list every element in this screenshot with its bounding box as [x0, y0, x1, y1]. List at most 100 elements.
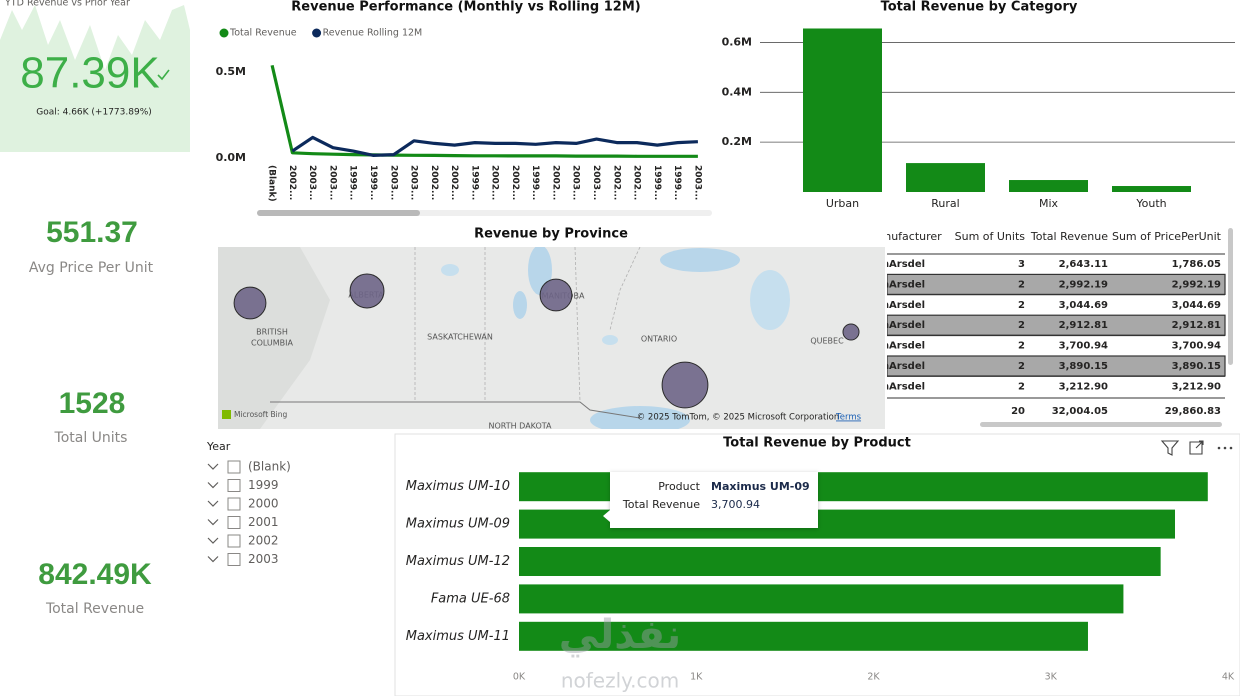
table-cell: 3,212.90: [1172, 381, 1221, 392]
checkbox[interactable]: [227, 460, 241, 474]
x-tick-label: 1999...: [652, 165, 662, 200]
map-bubble[interactable]: [661, 361, 709, 409]
x-tick-label: 2003...: [571, 165, 581, 200]
map[interactable]: [218, 245, 885, 434]
slicer-item[interactable]: 2003: [248, 552, 279, 566]
kpi-value: 1528: [59, 387, 126, 420]
line-series: [270, 64, 698, 158]
x-tick-label: 1K: [690, 672, 703, 683]
table: Manufacturer Sum of Units Total Revenue Sum…: [868, 230, 1226, 417]
chevron[interactable]: [207, 537, 219, 544]
kpi-title: YTD Revenue vs Prior Year: [4, 0, 130, 9]
x-tick-label: 1999...: [368, 165, 378, 200]
legend-marker: [312, 28, 322, 38]
x-tick-label: 2002...: [611, 165, 621, 200]
x-tick-label: 4K: [1222, 672, 1235, 683]
kpi-label: Avg Price Per Unit: [29, 260, 154, 276]
chart-title: Total Revenue by Category: [881, 0, 1078, 15]
tooltip-pointer: [603, 510, 610, 522]
table-header: Manufacturer: [868, 230, 942, 243]
table-header: Total Revenue: [1030, 230, 1108, 243]
legend-label: Revenue Rolling 12M: [323, 28, 423, 39]
table-cell: 3,044.69: [1059, 300, 1108, 311]
map-bubble[interactable]: [349, 273, 385, 309]
scrollbar[interactable]: [1228, 228, 1233, 365]
filter-icon[interactable]: [1160, 440, 1180, 456]
chevron[interactable]: [207, 482, 219, 489]
checkbox[interactable]: [227, 516, 241, 529]
map-label: COLUMBIA: [251, 339, 294, 348]
table-header: Sum of Units: [955, 230, 1026, 243]
map-title: Revenue by Province: [474, 227, 628, 242]
map-label: SASKATCHEWAN: [427, 333, 493, 342]
slicer-item[interactable]: 2002: [248, 534, 279, 548]
x-tick-label: Rural: [931, 197, 959, 210]
slicer-item[interactable]: (Blank): [248, 460, 291, 474]
watermark: نفذلي: [559, 612, 681, 658]
check-icon: [157, 69, 170, 81]
x-tick-label: 2002...: [429, 165, 439, 200]
table-cell: 3,044.69: [1172, 300, 1221, 311]
kpi-value: 551.37: [46, 216, 138, 249]
x-tick-label: 2002...: [287, 165, 297, 200]
chevron[interactable]: [207, 463, 219, 470]
table-cell: 2: [1018, 279, 1025, 290]
bar: [519, 584, 1124, 614]
map-terms: Terms: [835, 413, 862, 423]
x-tick-label: 2K: [867, 672, 880, 683]
more-icon[interactable]: [1217, 446, 1233, 450]
slicer-item[interactable]: 1999: [248, 478, 279, 492]
scrollbar[interactable]: [980, 422, 1222, 427]
table-cell: VanArsdel: [868, 300, 925, 311]
bar: [803, 28, 882, 193]
map-bubble[interactable]: [539, 278, 573, 312]
focus-icon[interactable]: [1189, 440, 1204, 455]
x-tick-label: 2002...: [449, 165, 459, 200]
table-cell: 2: [1018, 341, 1025, 352]
chevron[interactable]: [207, 500, 219, 507]
x-tick-label: Youth: [1135, 197, 1166, 210]
watermark: nofezly.com: [561, 669, 679, 693]
checkbox[interactable]: [227, 553, 241, 566]
checkbox[interactable]: [227, 497, 241, 511]
chevron[interactable]: [207, 519, 219, 526]
tooltip-value: Maximus UM-09: [711, 480, 810, 493]
table-cell: 2: [1018, 361, 1025, 372]
bar: [1112, 186, 1191, 192]
y-tick-label: Fama UE-68: [431, 591, 510, 606]
table-cell: 3: [1018, 259, 1025, 270]
chevron[interactable]: [207, 556, 219, 563]
slicer-item[interactable]: 2000: [248, 497, 279, 511]
slicer-item[interactable]: 2001: [248, 515, 279, 529]
chart-title: Revenue Performance (Monthly vs Rolling …: [291, 0, 640, 15]
table-cell: 3,700.94: [1172, 341, 1221, 352]
table-cell: VanArsdel: [868, 320, 925, 331]
checkbox[interactable]: [227, 479, 241, 492]
table-cell: VanArsdel: [868, 279, 925, 290]
logo-icon: [222, 410, 231, 419]
scrollbar[interactable]: [257, 210, 420, 216]
tooltip: Product Maximus UM-09 Total Revenue 3,700.9…: [603, 472, 818, 528]
map-label: QUEBEC: [810, 337, 844, 346]
table-cell: 2,643.11: [1059, 259, 1108, 270]
x-tick-label: 2002...: [632, 165, 642, 200]
tooltip-box: [610, 472, 818, 528]
bar: [519, 621, 1088, 651]
x-tick-label: 3K: [1045, 672, 1058, 683]
checkbox[interactable]: [227, 534, 241, 548]
chart-title: Total Revenue by Product: [723, 436, 911, 451]
kpi-value: 842.49K: [38, 558, 152, 591]
y-tick-label: Maximus UM-11: [406, 629, 510, 644]
x-tick-label: 2002...: [550, 165, 560, 200]
y-tick-label: Maximus UM-12: [406, 554, 510, 569]
table-cell: 3,700.94: [1059, 341, 1108, 352]
map-label: BRITISH: [256, 328, 288, 337]
map-bubble[interactable]: [233, 286, 267, 320]
map-bubble[interactable]: [842, 323, 860, 341]
table-cell: 2,912.81: [1172, 320, 1221, 331]
x-tick-label: 1999...: [672, 165, 682, 200]
map-label: ONTARIO: [641, 335, 677, 344]
tooltip-label: Total Revenue: [622, 498, 700, 511]
x-tick-label: 2003...: [388, 165, 398, 200]
